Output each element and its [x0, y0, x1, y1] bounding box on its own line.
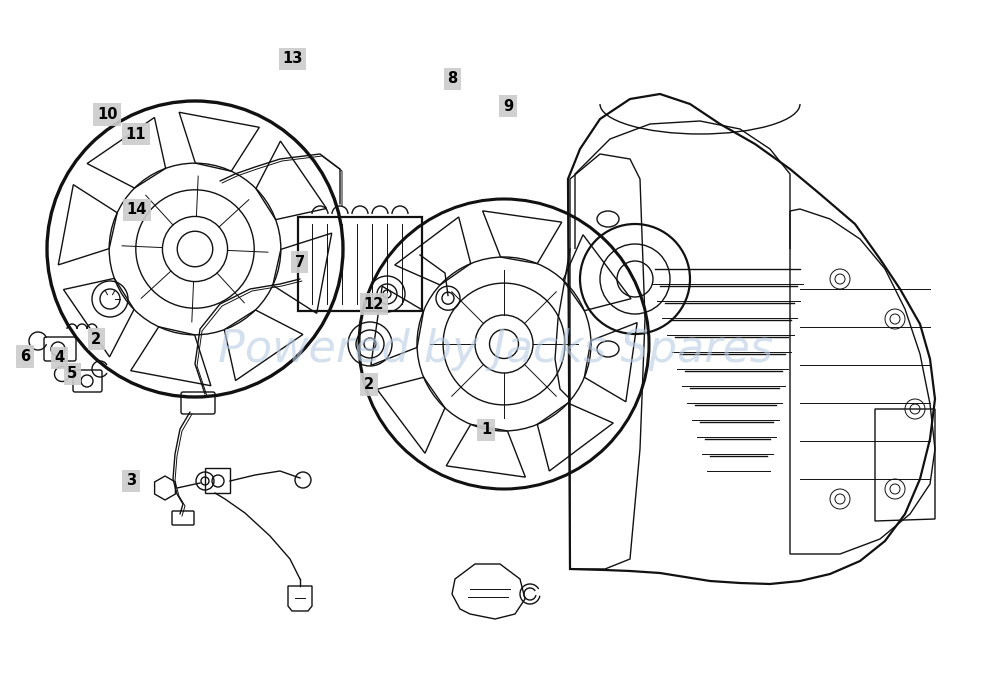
Text: 5: 5	[67, 366, 77, 382]
Text: 13: 13	[283, 51, 303, 66]
Text: 7: 7	[295, 254, 305, 270]
Text: 6: 6	[20, 349, 30, 364]
Text: 10: 10	[97, 107, 117, 122]
Text: 3: 3	[126, 473, 136, 489]
Text: 14: 14	[127, 202, 147, 217]
Text: Powered by Jacks Spares: Powered by Jacks Spares	[218, 328, 774, 371]
Text: 4: 4	[55, 350, 64, 366]
Text: 2: 2	[364, 377, 374, 392]
Text: 8: 8	[447, 71, 457, 87]
Text: 12: 12	[364, 296, 384, 312]
Text: 9: 9	[503, 99, 513, 114]
Text: 11: 11	[126, 127, 146, 142]
Text: 1: 1	[481, 422, 491, 438]
Text: 2: 2	[91, 331, 101, 347]
